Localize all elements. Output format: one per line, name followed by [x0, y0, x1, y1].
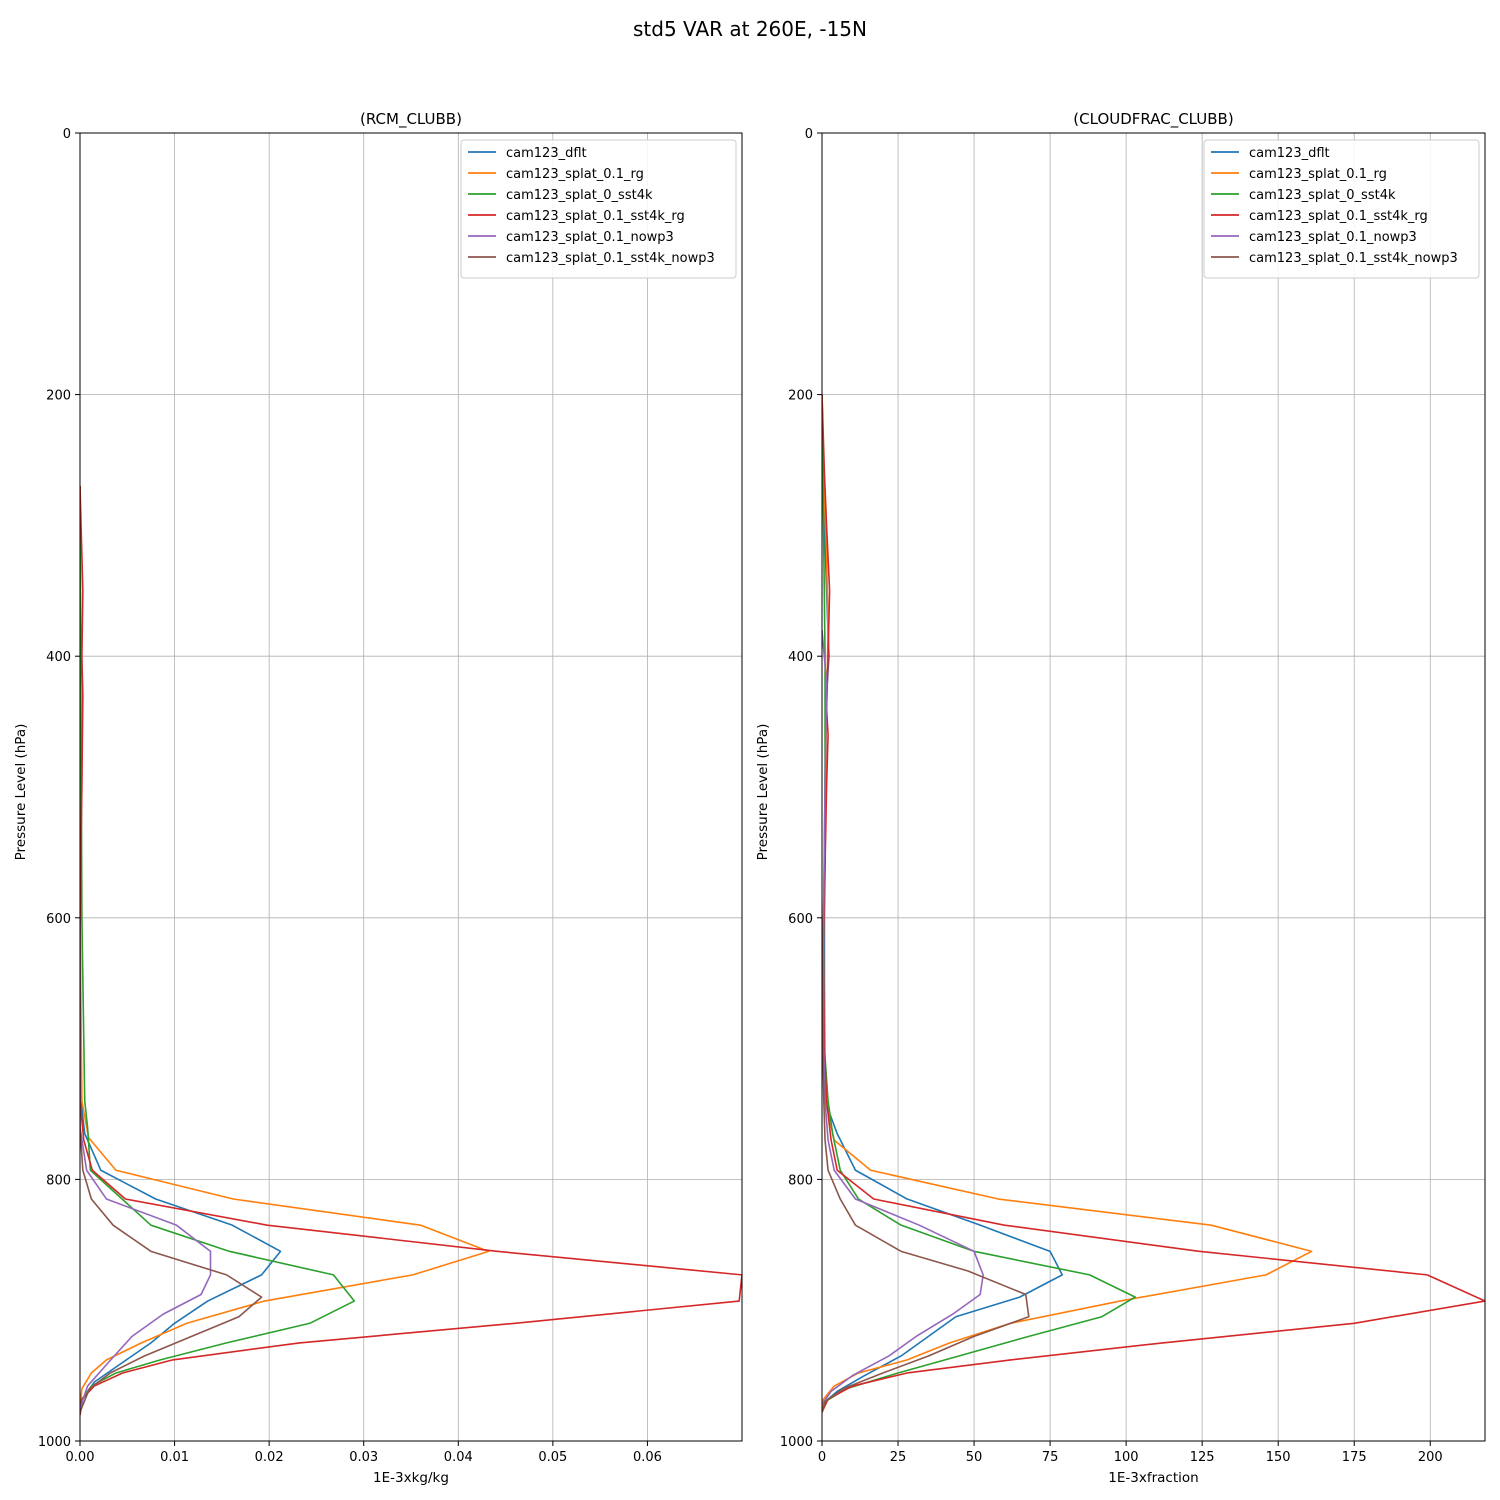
x-tick-label: 50 [966, 1450, 983, 1465]
y-axis-label: Pressure Level (hPa) [13, 724, 29, 861]
y-tick-label: 600 [46, 912, 71, 927]
plot-frame [79, 132, 743, 1442]
y-tick-label: 0 [63, 127, 71, 142]
x-tick-label: 0.01 [160, 1450, 189, 1465]
x-tick-label: 175 [1342, 1450, 1367, 1465]
x-tick-label: 0.03 [349, 1450, 378, 1465]
plot-frame [821, 132, 1486, 1442]
legend-entry: cam123_splat_0.1_nowp3 [506, 230, 674, 245]
y-tick-label: 1000 [780, 1435, 813, 1450]
x-axis-label: 1E-3xkg/kg [373, 1470, 449, 1486]
series-line-cam123_splat_0.1_sst4k_rg [822, 394, 1485, 1413]
series-line-cam123_splat_0.1_nowp3 [80, 917, 212, 1409]
series-line-cam123_splat_0_sst4k [822, 394, 1137, 1413]
legend-box [460, 139, 737, 279]
x-tick-label: 0.05 [538, 1450, 567, 1465]
series-line-cam123_splat_0.1_rg [80, 486, 490, 1409]
legend-entry: cam123_splat_0_sst4k [1249, 188, 1396, 203]
y-tick-label: 200 [788, 389, 813, 404]
x-tick-label: 0.06 [633, 1450, 662, 1465]
series-line-cam123_splat_0.1_nowp3 [822, 629, 984, 1405]
legend-entry: cam123_splat_0.1_sst4k_nowp3 [506, 251, 715, 266]
x-tick-label: 125 [1190, 1450, 1215, 1465]
legend-entry: cam123_splat_0.1_sst4k_rg [506, 209, 685, 224]
y-tick-label: 200 [46, 389, 71, 404]
series-line-cam123_splat_0.1_rg [822, 394, 1313, 1410]
legend-entry: cam123_splat_0.1_nowp3 [1249, 230, 1417, 245]
series-line-cam123_dflt [822, 394, 1064, 1413]
legend-entry: cam123_splat_0.1_sst4k_rg [1249, 209, 1428, 224]
y-tick-label: 0 [805, 127, 813, 142]
legend: cam123_dflt cam123_splat_0.1_rg cam123_spl… [460, 139, 737, 279]
panel-title: (CLOUDFRAC_CLUBB) [1073, 110, 1233, 129]
y-tick-label: 1000 [38, 1435, 71, 1450]
y-tick-label: 800 [788, 1173, 813, 1188]
panel-rcm-clubb: 0.00 0.01 0.02 0.03 0.04 0.05 0.06 0 200 400 600 80… [13, 110, 743, 1486]
legend-entry: cam123_splat_0.1_rg [506, 167, 644, 182]
y-tick-label: 600 [788, 912, 813, 927]
series-line-cam123_splat_0.1_sst4k_nowp3 [822, 917, 1030, 1413]
y-tick-label: 400 [788, 650, 813, 665]
legend-entry: cam123_dflt [1249, 146, 1330, 161]
legend-entry: cam123_dflt [506, 146, 587, 161]
series-line-cam123_splat_0.1_sst4k_nowp3 [80, 917, 263, 1413]
legend-entry: cam123_splat_0_sst4k [506, 188, 653, 203]
x-tick-label: 200 [1418, 1450, 1443, 1465]
x-tick-label: 25 [890, 1450, 907, 1465]
y-axis-label: Pressure Level (hPa) [755, 724, 771, 861]
x-tick-label: 0.00 [66, 1450, 95, 1465]
legend-box [1203, 139, 1480, 279]
y-tick-label: 400 [46, 650, 71, 665]
x-tick-label: 150 [1266, 1450, 1291, 1465]
series-line-cam123_splat_0_sst4k [80, 486, 356, 1413]
legend-entry: cam123_splat_0.1_sst4k_nowp3 [1249, 251, 1458, 266]
series-line-cam123_dflt [80, 486, 282, 1415]
figure-suptitle: std5 VAR at 260E, -15N [633, 17, 867, 41]
legend: cam123_dflt cam123_splat_0.1_rg cam123_spl… [1203, 139, 1480, 279]
x-tick-label: 75 [1042, 1450, 1059, 1465]
x-tick-label: 0.02 [255, 1450, 284, 1465]
panel-title: (RCM_CLUBB) [360, 110, 462, 129]
x-tick-label: 0.04 [444, 1450, 473, 1465]
series-line-cam123_splat_0.1_sst4k_rg [80, 486, 742, 1415]
x-tick-label: 100 [1114, 1450, 1139, 1465]
y-tick-label: 800 [46, 1173, 71, 1188]
panel-cloudfrac-clubb: 0 25 50 75 100 125 150 175 200 0 200 400 600 800 1000 (… [755, 110, 1486, 1486]
x-tick-label: 0 [818, 1450, 826, 1465]
legend-entry: cam123_splat_0.1_rg [1249, 167, 1387, 182]
x-axis-label: 1E-3xfraction [1108, 1470, 1198, 1486]
